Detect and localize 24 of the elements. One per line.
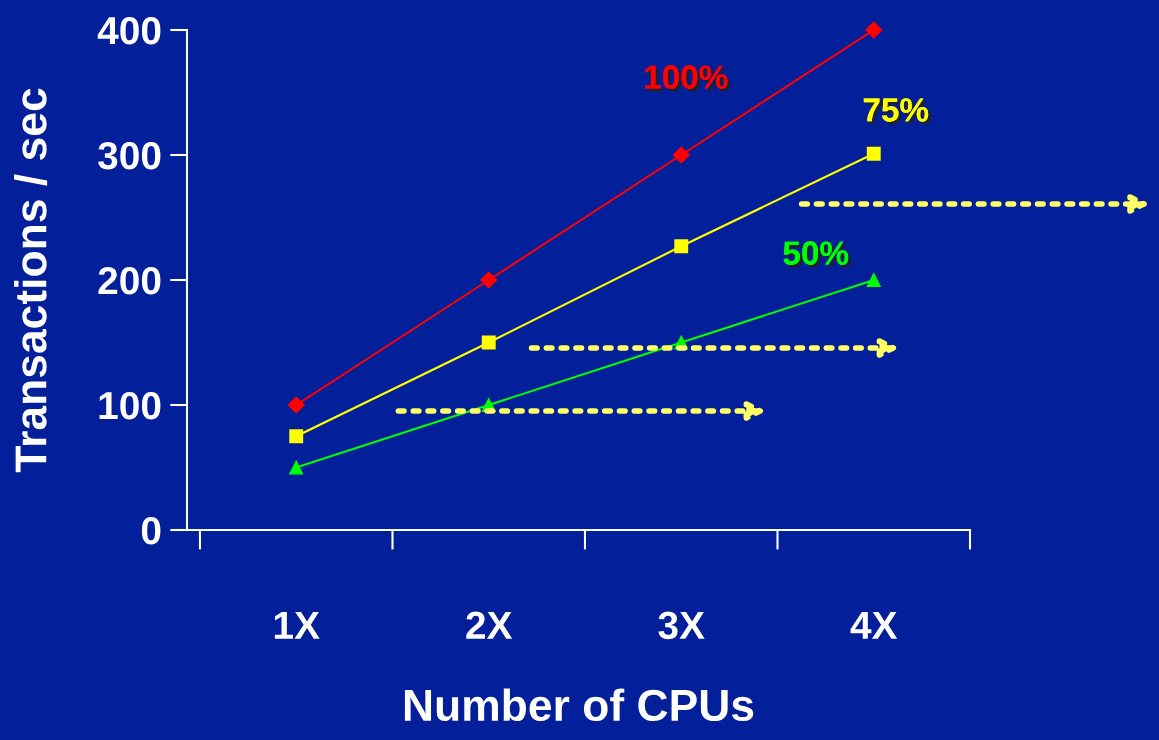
x-tick-label: 2X (466, 611, 513, 639)
point (866, 146, 881, 161)
y-tick-label: 200 (98, 266, 161, 295)
point (672, 146, 690, 164)
point (289, 460, 304, 475)
y-tick-label: 0 (141, 516, 161, 545)
series-label: 75% (863, 98, 931, 125)
x-tick-label: 4X (850, 611, 898, 639)
y-tick-label: 300 (98, 141, 161, 170)
point (480, 271, 498, 289)
point (674, 239, 689, 254)
point (289, 429, 304, 444)
y-tick-label: 100 (99, 391, 161, 420)
series-label: 50% (783, 241, 851, 268)
y-tick-label: 400 (97, 16, 161, 45)
point (481, 335, 496, 350)
point (866, 273, 881, 287)
series-label: 100% (645, 65, 731, 92)
x-tick-label: 3X (658, 611, 705, 640)
point (287, 396, 305, 414)
x-axis-title: Number of CPUs (404, 688, 754, 722)
point (865, 21, 883, 39)
x-tick-label: 1X (274, 611, 320, 639)
y-axis-title: Transactions / sec (14, 88, 48, 473)
